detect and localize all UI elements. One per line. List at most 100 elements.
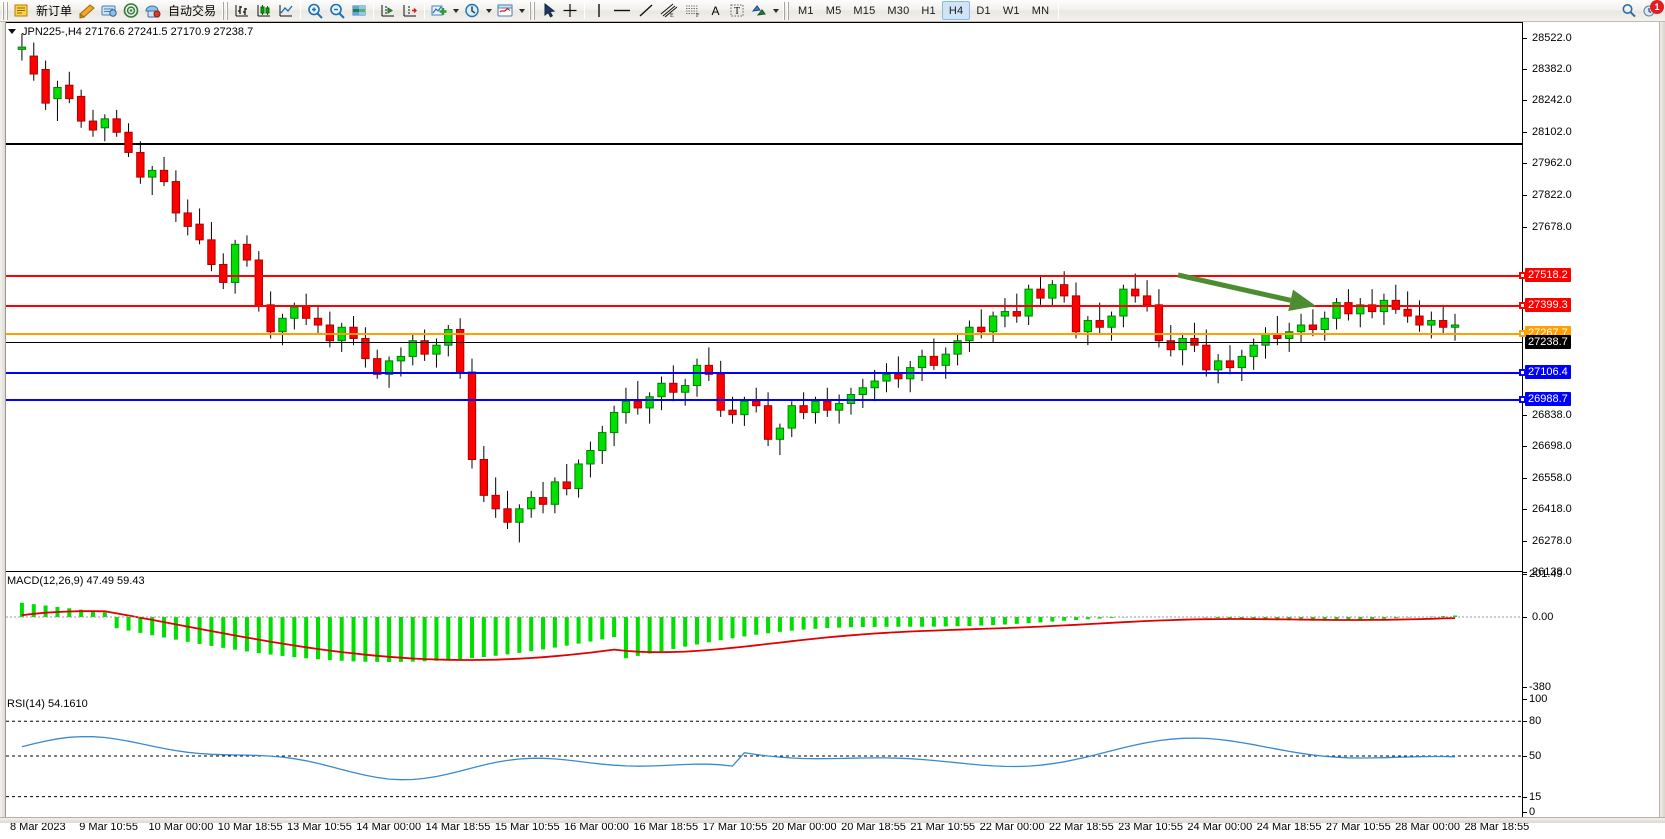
toolbar-grip[interactable] — [2, 1, 9, 20]
candlestick-chart-icon[interactable] — [253, 1, 275, 21]
price-tick-label: 26278.0 — [1523, 535, 1572, 548]
rsi-series — [6, 720, 1522, 798]
rsi-tick-label: 100 — [1523, 693, 1547, 706]
navigator-icon[interactable] — [120, 1, 142, 21]
templates-dropdown-caret[interactable] — [516, 1, 527, 21]
text-tool-icon[interactable]: A — [711, 3, 720, 18]
level-anchor[interactable] — [1519, 272, 1526, 279]
horizontal-line-icon[interactable] — [609, 1, 635, 21]
timeframe-h1[interactable]: H1 — [921, 4, 936, 17]
shapes-icon[interactable] — [748, 1, 770, 21]
cursor-icon[interactable] — [538, 1, 559, 21]
crosshair-icon[interactable] — [559, 1, 581, 21]
text-label-tool-icon[interactable]: T — [726, 1, 748, 21]
timeframe-w1[interactable]: W1 — [1002, 4, 1020, 17]
toolbar-separator — [300, 2, 302, 19]
alerts-count-badge: 1 — [1650, 0, 1664, 14]
chart-header-text: JPN225-,H4 27176.6 27241.5 27170.9 27238… — [22, 25, 254, 38]
price-tick-label: 28242.0 — [1523, 94, 1572, 107]
fibonacci-icon[interactable]: F — [681, 1, 705, 21]
rsi-pane[interactable] — [6, 22, 1522, 144]
new-order-button[interactable]: 新订单 — [36, 4, 73, 18]
price-axis[interactable]: 28522.0 28382.0 28242.0 28102.0 27962.0 27822… — [1522, 22, 1659, 819]
vertical-line-icon[interactable] — [588, 1, 609, 21]
search-icon[interactable] — [1618, 1, 1640, 21]
rsi-tick-label: 80 — [1523, 715, 1541, 728]
toolbar-separator-5 — [1058, 2, 1060, 19]
period-dropdown-caret[interactable] — [483, 1, 494, 21]
macd-tick-label: 201.49 — [1523, 568, 1563, 581]
chart-symbol-header: JPN225-,H4 27176.6 27241.5 27170.9 27238… — [8, 25, 253, 38]
indicators-icon[interactable] — [428, 1, 450, 21]
rsi-tick-label: 0 — [1523, 806, 1535, 819]
toolbar-grip-2[interactable] — [222, 1, 230, 20]
price-tick-label: 28522.0 — [1523, 32, 1572, 45]
price-tick-label: 28102.0 — [1523, 126, 1572, 139]
level-anchor[interactable] — [1519, 330, 1526, 337]
toolbar-separator-4 — [584, 2, 586, 19]
timeframe-m5[interactable]: M5 — [825, 4, 842, 17]
price-badge-support-1[interactable]: 27106.4 — [1525, 365, 1571, 379]
price-tick-label: 26138.0 — [1523, 566, 1572, 579]
timeframe-m1[interactable]: M1 — [798, 4, 814, 17]
line-chart-icon[interactable] — [275, 1, 297, 21]
timeframe-m30[interactable]: M30 — [887, 4, 910, 17]
timeframe-d1[interactable]: D1 — [976, 4, 991, 17]
timeframe-m15[interactable]: M15 — [853, 4, 876, 17]
rsi-tick-label: 15 — [1523, 791, 1541, 804]
level-anchor[interactable] — [1519, 396, 1526, 403]
chart-area: JPN225-,H4 27176.6 27241.5 27170.9 27238… — [0, 22, 1665, 839]
timeframe-h4[interactable]: H4 — [941, 1, 971, 20]
data-window-icon[interactable] — [98, 1, 120, 21]
svg-text:T: T — [734, 6, 740, 17]
level-anchor[interactable] — [1519, 369, 1526, 376]
price-badge-resistance-1[interactable]: 27399.3 — [1525, 298, 1571, 312]
price-tick-label: 26698.0 — [1523, 440, 1572, 453]
candlestick-series — [17, 33, 1460, 543]
price-tick-label: 27822.0 — [1523, 189, 1572, 202]
level-anchor[interactable] — [1519, 302, 1526, 309]
main-toolbar: 新订单 自动交易 — [0, 0, 1665, 22]
toolbar-separator-3 — [424, 2, 426, 19]
zoom-in-icon[interactable] — [304, 1, 326, 21]
rsi-tick-label: 50 — [1523, 750, 1541, 763]
chart-shift-icon[interactable] — [377, 1, 399, 21]
svg-text:E: E — [670, 13, 674, 19]
right-scrollbar[interactable] — [1659, 22, 1665, 817]
terminal-icon[interactable] — [142, 1, 164, 21]
equidistant-channel-icon[interactable]: E — [657, 1, 681, 21]
macd-series — [6, 602, 1522, 662]
trendline-icon[interactable] — [635, 1, 657, 21]
shapes-dropdown-caret[interactable] — [770, 1, 781, 21]
horizontal-scrollbar[interactable] — [0, 817, 1665, 823]
price-tick-label: 26418.0 — [1523, 503, 1572, 516]
toolbar-grip-4[interactable] — [783, 1, 791, 20]
price-tick-label: 26838.0 — [1523, 409, 1572, 422]
price-tick-label: 27678.0 — [1523, 221, 1572, 234]
grid-icon[interactable] — [348, 1, 370, 21]
left-scrollbar[interactable] — [0, 22, 6, 817]
price-tick-label: 28382.0 — [1523, 63, 1572, 76]
price-badge-resistance-2[interactable]: 27518.2 — [1525, 268, 1571, 282]
new-order-icon[interactable] — [11, 1, 32, 21]
templates-icon[interactable] — [494, 1, 516, 21]
toolbar-separator-2 — [373, 2, 375, 19]
timeframe-mn[interactable]: MN — [1031, 4, 1050, 17]
crayon-icon[interactable] — [76, 1, 98, 21]
macd-tick-label: -380 — [1523, 681, 1551, 694]
chart-menu-caret-icon[interactable] — [8, 29, 16, 34]
indicators-dropdown-caret[interactable] — [450, 1, 461, 21]
price-tick-label: 27962.0 — [1523, 157, 1572, 170]
price-badge-last-price[interactable]: 27238.7 — [1525, 335, 1571, 349]
bar-chart-icon[interactable] — [231, 1, 253, 21]
svg-text:F: F — [696, 13, 700, 19]
auto-scroll-icon[interactable] — [399, 1, 421, 21]
price-badge-support-2[interactable]: 26988.7 — [1525, 392, 1571, 406]
auto-trading-button[interactable]: 自动交易 — [168, 4, 217, 18]
period-icon[interactable] — [461, 1, 483, 21]
alerts-icon[interactable]: 1 — [1640, 0, 1664, 21]
price-tick-label: 26558.0 — [1523, 472, 1572, 485]
macd-indicator-label: MACD(12,26,9) 47.49 59.43 — [7, 575, 145, 587]
zoom-out-icon[interactable] — [326, 1, 348, 21]
toolbar-grip-3[interactable] — [529, 1, 537, 20]
